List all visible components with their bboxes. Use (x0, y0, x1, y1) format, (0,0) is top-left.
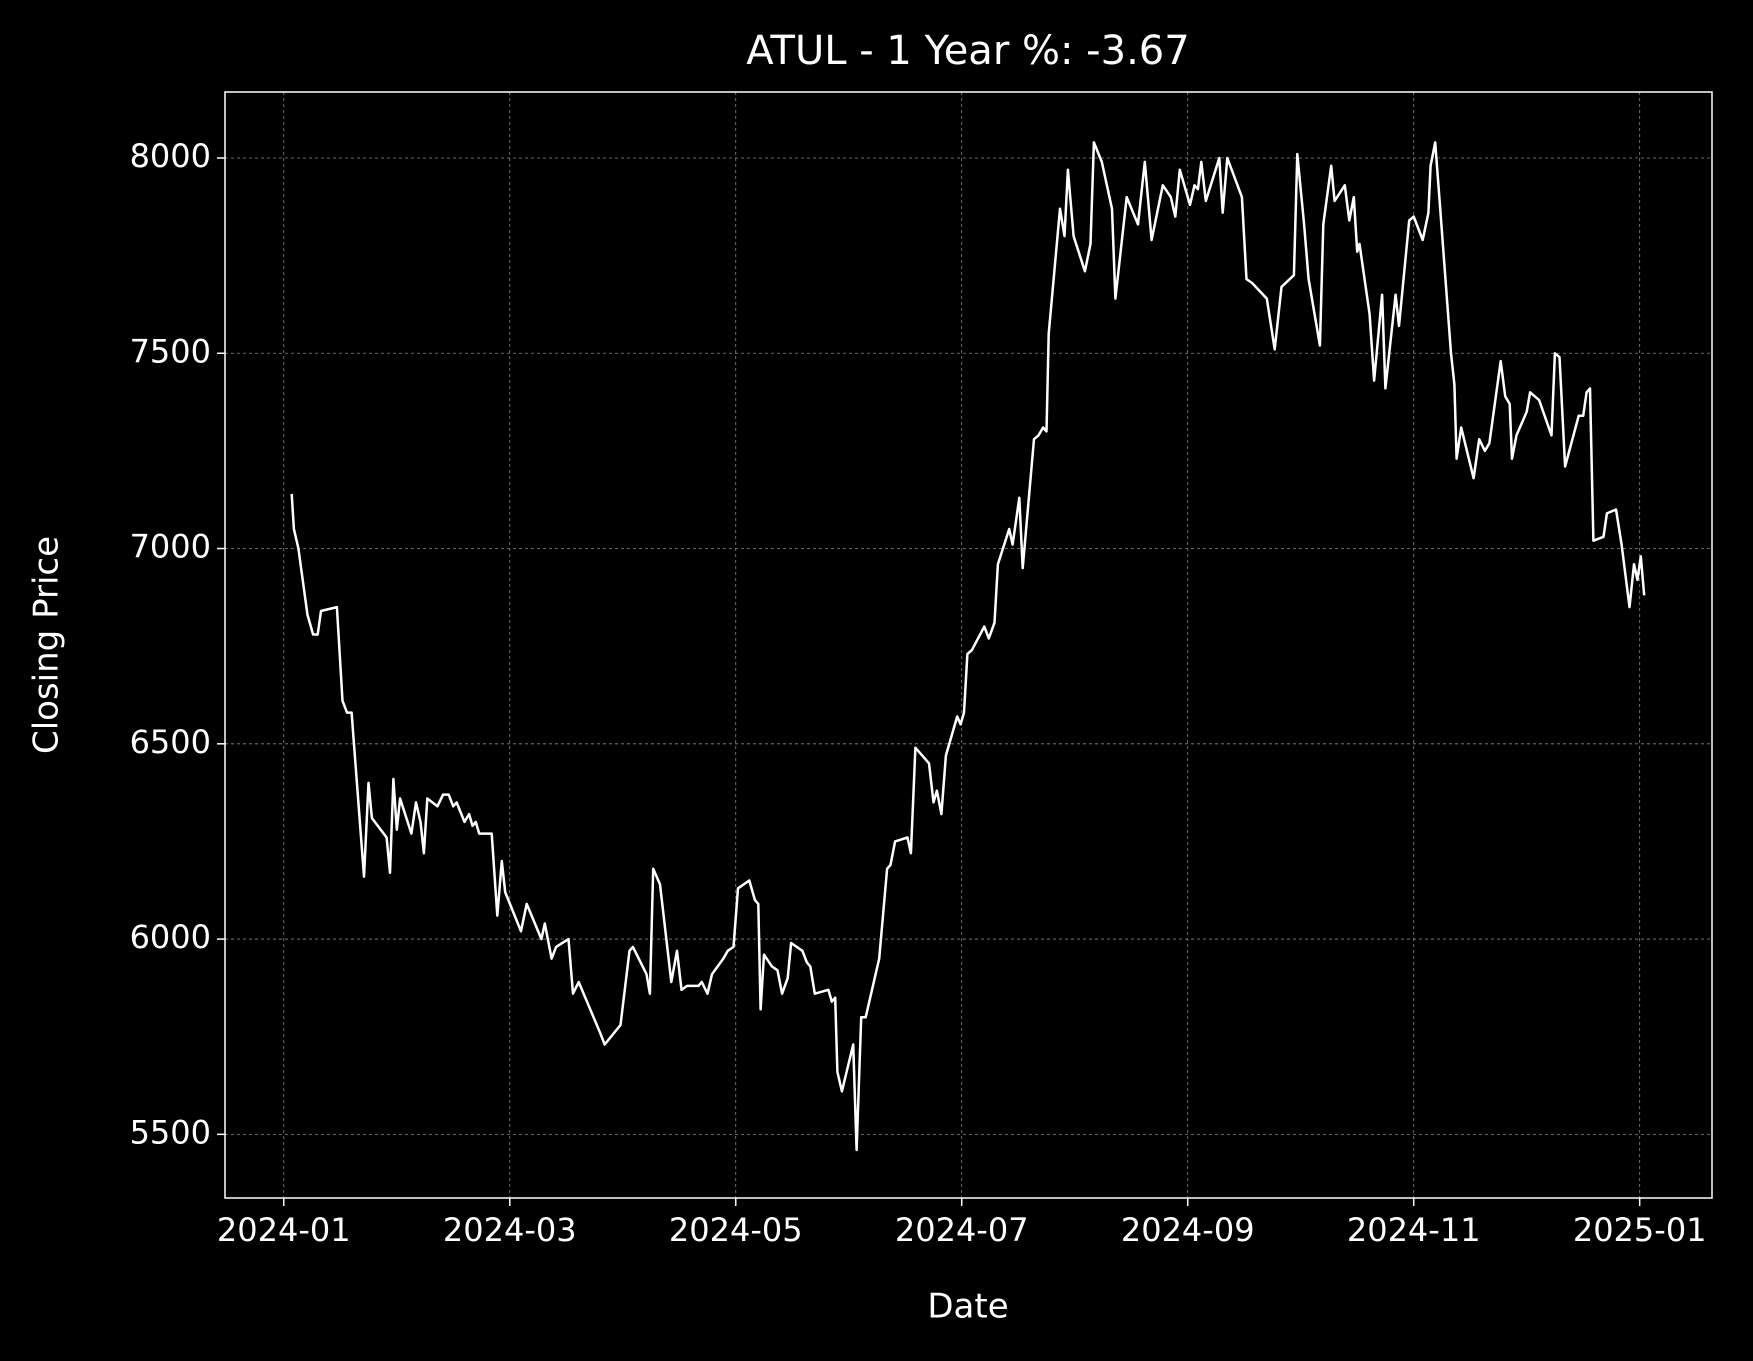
x-tick-label: 2025-01 (1573, 1211, 1707, 1249)
chart-title: ATUL - 1 Year %: -3.67 (746, 28, 1189, 74)
price-line (290, 141, 1646, 1152)
y-tick-label: 6500 (130, 723, 211, 761)
y-tick-label: 8000 (130, 137, 211, 175)
y-tick-label: 5500 (130, 1113, 211, 1151)
x-tick-label: 2024-05 (669, 1211, 803, 1249)
y-tick-label: 7000 (130, 528, 211, 566)
x-tick-label: 2024-09 (1121, 1211, 1255, 1249)
x-tick-label: 2024-01 (217, 1211, 351, 1249)
plot-frame (224, 91, 1713, 1199)
y-tick-label: 7500 (130, 332, 211, 370)
x-axis-label: Date (927, 1287, 1008, 1327)
y-tick-label: 6000 (130, 918, 211, 956)
x-tick-label: 2024-11 (1347, 1211, 1481, 1249)
y-axis-label: Closing Price (27, 536, 67, 754)
x-tick-label: 2024-03 (443, 1211, 577, 1249)
x-tick-label: 2024-07 (895, 1211, 1029, 1249)
